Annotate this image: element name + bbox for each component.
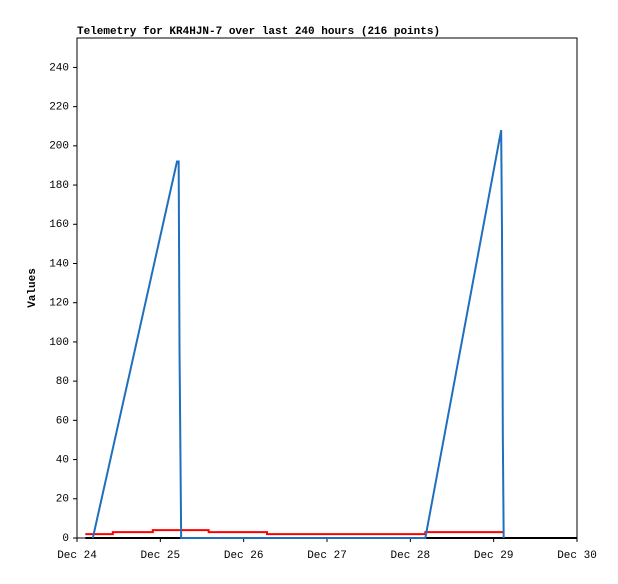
y-axis-label: Values (27, 268, 39, 308)
y-tick-label: 60 (56, 415, 69, 427)
y-tick-label: 180 (49, 180, 69, 192)
y-tick-label: 120 (49, 298, 69, 310)
y-tick-label: 200 (49, 141, 69, 153)
x-tick-label: Dec 26 (224, 550, 264, 562)
y-tick-label: 80 (56, 376, 69, 388)
y-tick-label: 20 (56, 494, 69, 506)
y-tick-label: 40 (56, 454, 69, 466)
x-tick-label: Dec 24 (57, 550, 97, 562)
y-tick-label: 220 (49, 102, 69, 114)
y-tick-label: 160 (49, 219, 69, 231)
y-tick-label: 0 (62, 533, 69, 545)
chart-title: Telemetry for KR4HJN-7 over last 240 hou… (77, 26, 440, 38)
series-line (91, 129, 505, 539)
x-tick-label: Dec 29 (474, 550, 514, 562)
x-tick-label: Dec 30 (557, 550, 597, 562)
y-tick-label: 100 (49, 337, 69, 349)
y-tick-label: 140 (49, 258, 69, 270)
x-tick-label: Dec 25 (141, 550, 181, 562)
x-tick-label: Dec 27 (307, 550, 347, 562)
x-tick-label: Dec 28 (391, 550, 431, 562)
y-tick-label: 240 (49, 62, 69, 74)
